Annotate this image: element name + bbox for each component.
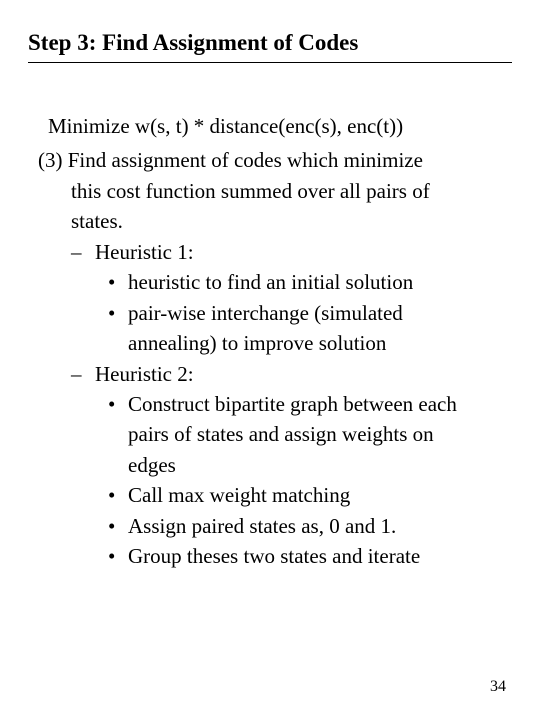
h1-bullet-2-line1: pair-wise interchange (simulated xyxy=(128,301,403,325)
item-3-line1: (3) Find assignment of codes which minim… xyxy=(38,145,512,175)
slide-body: Minimize w(s, t) * distance(enc(s), enc(… xyxy=(28,111,512,572)
h1-bullet-1-text: heuristic to find an initial solution xyxy=(128,267,512,297)
minimize-expression: Minimize w(s, t) * distance(enc(s), enc(… xyxy=(38,111,512,141)
heuristic-2-header: – Heuristic 2: xyxy=(38,359,512,389)
h2-bullet-4-text: Group theses two states and iterate xyxy=(128,541,512,571)
heuristic-1-label: Heuristic 1: xyxy=(95,237,194,267)
bullet-icon: • xyxy=(108,480,128,510)
h1-bullet-2: • pair-wise interchange (simulated annea… xyxy=(38,298,512,359)
dash-icon: – xyxy=(71,237,95,267)
h2-bullet-1-line3: edges xyxy=(128,453,176,477)
page-number: 34 xyxy=(490,678,506,696)
bullet-icon: • xyxy=(108,267,128,297)
slide-title: Step 3: Find Assignment of Codes xyxy=(28,30,512,63)
h2-bullet-2-text: Call max weight matching xyxy=(128,480,512,510)
bullet-icon: • xyxy=(108,298,128,359)
bullet-icon: • xyxy=(108,511,128,541)
h2-bullet-1: • Construct bipartite graph between each… xyxy=(38,389,512,480)
bullet-icon: • xyxy=(108,541,128,571)
item-3-line3: states. xyxy=(38,206,512,236)
item-3-line2: this cost function summed over all pairs… xyxy=(38,176,512,206)
h2-bullet-3-text: Assign paired states as, 0 and 1. xyxy=(128,511,512,541)
heuristic-2-label: Heuristic 2: xyxy=(95,359,194,389)
h1-bullet-2-line2: annealing) to improve solution xyxy=(128,331,386,355)
h2-bullet-2: • Call max weight matching xyxy=(38,480,512,510)
h2-bullet-4: • Group theses two states and iterate xyxy=(38,541,512,571)
h2-bullet-1-line1: Construct bipartite graph between each xyxy=(128,392,457,416)
heuristic-1-header: – Heuristic 1: xyxy=(38,237,512,267)
h2-bullet-1-line2: pairs of states and assign weights on xyxy=(128,422,434,446)
dash-icon: – xyxy=(71,359,95,389)
h1-bullet-1: • heuristic to find an initial solution xyxy=(38,267,512,297)
bullet-icon: • xyxy=(108,389,128,480)
h2-bullet-3: • Assign paired states as, 0 and 1. xyxy=(38,511,512,541)
